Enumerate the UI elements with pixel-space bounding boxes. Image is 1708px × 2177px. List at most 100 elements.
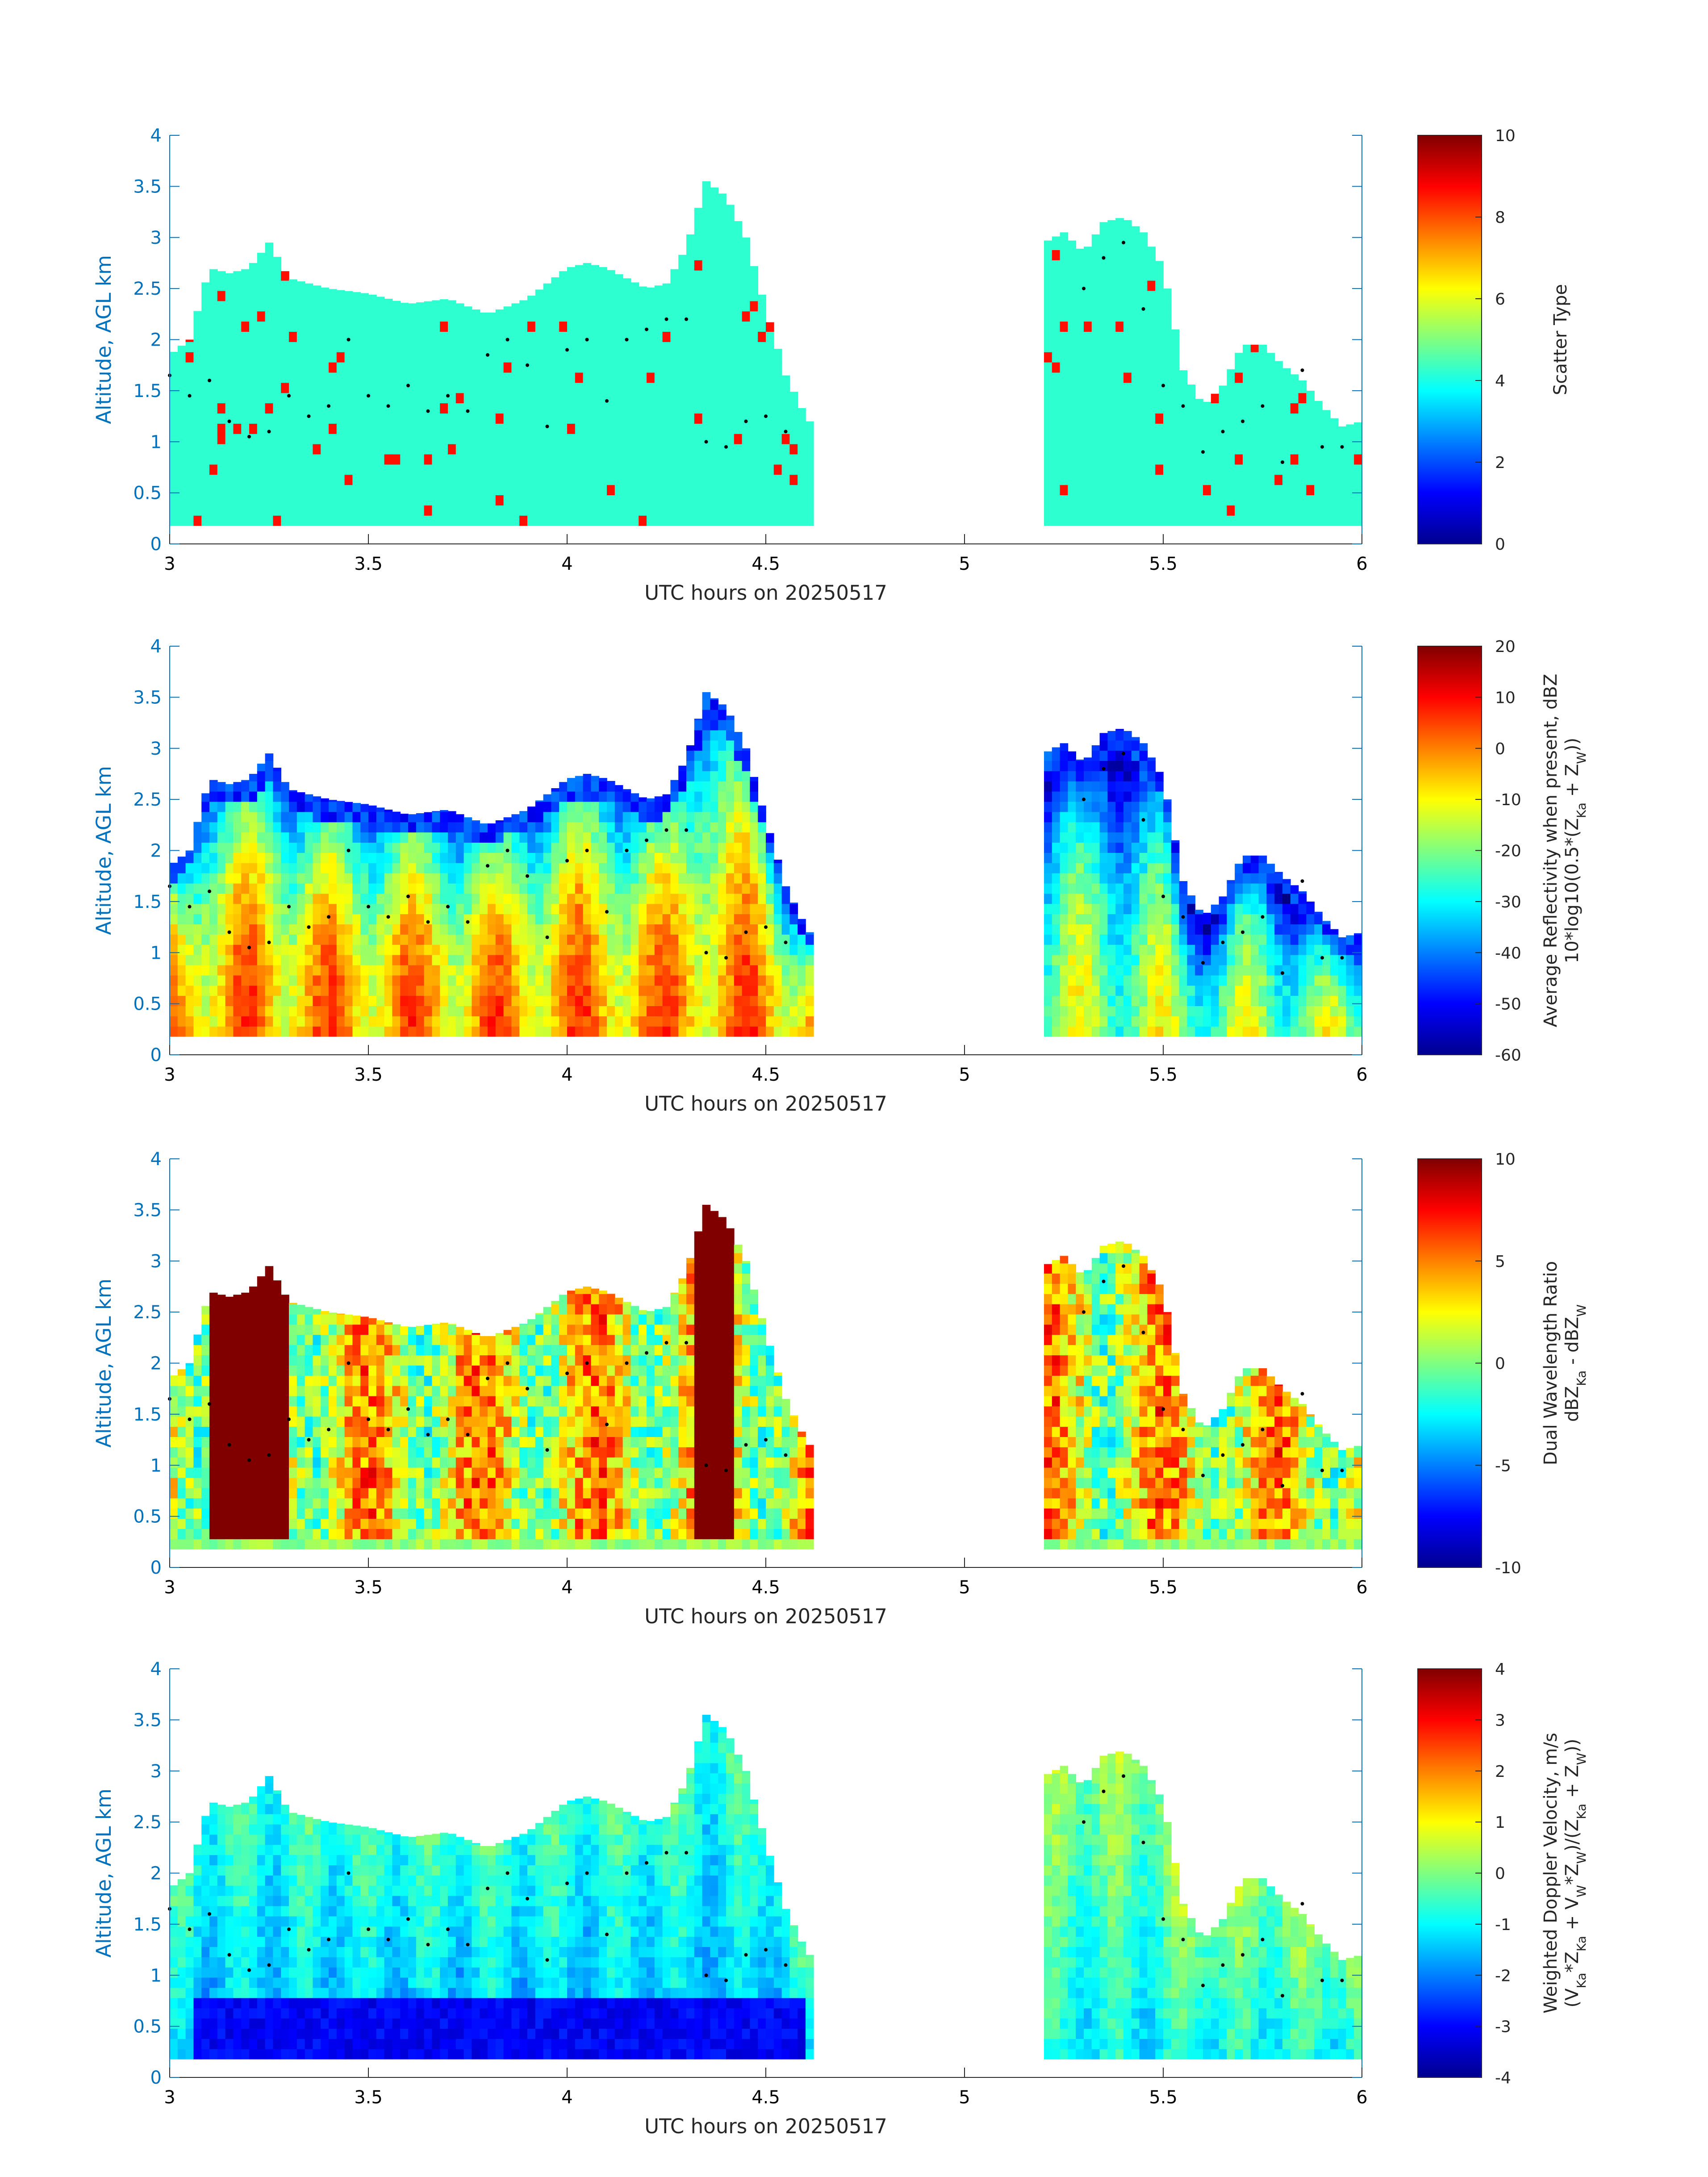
heatmap-cell <box>551 985 560 996</box>
heatmap-cell <box>1147 464 1156 475</box>
heatmap-cell <box>336 822 345 833</box>
heatmap-cell <box>734 1026 743 1037</box>
heatmap-cell <box>1091 811 1100 823</box>
heatmap-cell <box>614 883 623 894</box>
heatmap-cell <box>384 331 393 342</box>
heatmap-cell <box>488 362 496 373</box>
heatmap-cell <box>527 852 536 863</box>
heatmap-cell <box>1322 515 1331 526</box>
heatmap-cell <box>1060 954 1069 965</box>
heatmap-cell <box>1131 362 1140 373</box>
heatmap-cell <box>599 331 607 342</box>
heatmap-cell <box>607 822 615 833</box>
heatmap-cell <box>241 495 250 506</box>
colorbar-gradient <box>1418 135 1482 544</box>
heatmap-cell <box>575 842 584 853</box>
heatmap-cell <box>1290 495 1299 506</box>
heatmap-cell <box>678 944 687 955</box>
heatmap-cell <box>567 342 576 352</box>
heatmap-cell <box>408 893 417 904</box>
heatmap-cell <box>1282 515 1291 526</box>
heatmap-cell <box>1076 985 1084 996</box>
heatmap-cell <box>201 485 210 495</box>
heatmap-cell <box>273 1006 281 1016</box>
heatmap-cell <box>527 464 536 475</box>
heatmap-cell <box>233 485 242 495</box>
heatmap-cell <box>654 311 663 322</box>
heatmap-cell <box>726 209 735 220</box>
heatmap-cell <box>710 1026 718 1037</box>
heatmap-cell <box>432 515 440 526</box>
heatmap-cell <box>201 811 210 823</box>
heatmap-cell <box>519 985 528 996</box>
heatmap-cell <box>376 342 385 352</box>
heatmap-cell <box>614 505 623 516</box>
heatmap-cell <box>495 842 504 853</box>
heatmap-cell <box>1084 280 1092 291</box>
heatmap-cell <box>607 791 615 802</box>
heatmap-cell <box>1068 393 1076 404</box>
heatmap-cell <box>1115 311 1124 322</box>
heatmap-cell <box>296 873 305 884</box>
heatmap-cell <box>622 924 631 935</box>
heatmap-cell <box>1227 413 1235 424</box>
heatmap-cell <box>225 495 234 506</box>
heatmap-cell <box>408 822 417 833</box>
heatmap-cell <box>432 944 440 955</box>
heatmap-cell <box>1274 413 1283 424</box>
heatmap-cell <box>488 382 496 393</box>
heatmap-cell <box>416 413 425 424</box>
heatmap-cell <box>631 793 639 802</box>
heatmap-cell <box>177 413 186 424</box>
heatmap-cell <box>527 873 536 884</box>
heatmap-cell <box>726 205 735 209</box>
heatmap-cell <box>408 362 417 373</box>
heatmap-cell <box>686 250 695 260</box>
heatmap-cell <box>559 782 568 792</box>
heatmap-cell <box>750 393 758 404</box>
heatmap-cell <box>265 893 274 904</box>
heatmap-cell <box>1338 434 1347 444</box>
heatmap-cell <box>551 362 560 373</box>
heatmap-cell <box>583 280 592 291</box>
heatmap-cell <box>424 862 433 873</box>
heatmap-cell <box>750 811 758 823</box>
heatmap-cell <box>185 893 194 904</box>
heatmap-cell <box>488 485 496 495</box>
heatmap-cell <box>1123 464 1132 475</box>
heatmap-cell <box>622 434 631 444</box>
heatmap-cell <box>273 485 281 495</box>
heatmap-cell <box>551 995 560 1006</box>
heatmap-cell <box>527 1016 536 1027</box>
heatmap-cell <box>702 699 711 710</box>
heatmap-cell <box>464 862 472 873</box>
heatmap-cell <box>321 965 329 976</box>
heatmap-cell <box>662 485 671 495</box>
heatmap-cell <box>639 1026 647 1037</box>
heatmap-cell <box>1044 791 1052 802</box>
heatmap-cell <box>209 290 218 301</box>
heatmap-cell <box>742 331 751 342</box>
heatmap-cell <box>1163 505 1172 516</box>
heatmap-cell <box>201 403 210 414</box>
heatmap-cell <box>750 301 758 312</box>
heatmap-cell <box>177 883 186 894</box>
heatmap-cell <box>257 311 266 322</box>
heatmap-cell <box>1179 382 1188 393</box>
heatmap-cell <box>1306 423 1315 434</box>
heatmap-cell <box>535 975 544 986</box>
heatmap-cell <box>750 485 758 495</box>
heatmap-cell <box>511 832 520 843</box>
heatmap-cell <box>289 413 297 424</box>
heatmap-cell <box>758 985 766 996</box>
heatmap-cell <box>265 862 274 873</box>
heatmap-cell <box>519 485 528 495</box>
heatmap-cell <box>273 301 281 312</box>
heatmap-cell <box>265 474 274 485</box>
heatmap-cell <box>249 893 258 904</box>
heatmap-cell <box>806 421 814 424</box>
heatmap-cell <box>1250 382 1259 393</box>
heatmap-cell <box>806 495 814 506</box>
heatmap-cell <box>225 454 234 465</box>
heatmap-cell <box>305 811 313 823</box>
